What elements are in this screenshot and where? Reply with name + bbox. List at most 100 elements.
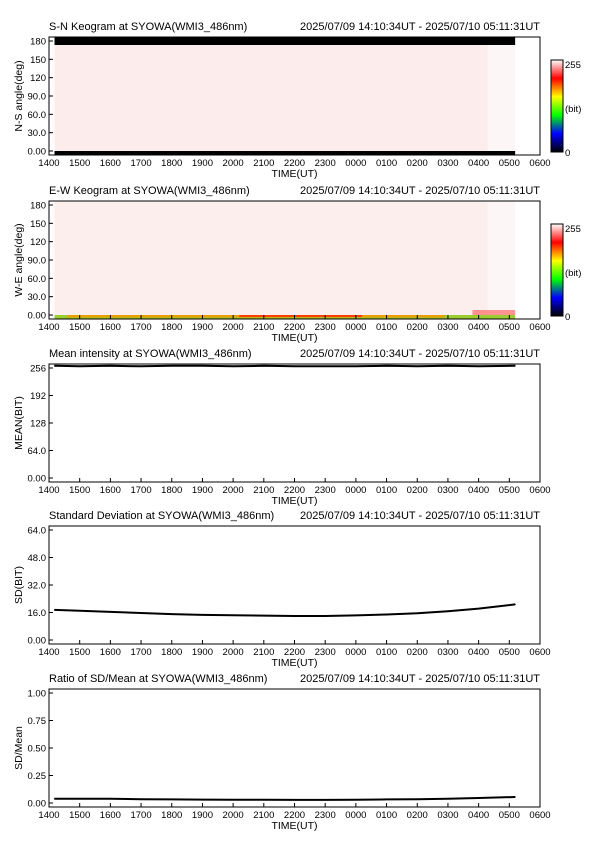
x-tick-label: 1900: [192, 158, 213, 169]
data-point: [53, 609, 56, 611]
data-point: [514, 603, 516, 605]
colorbar: [550, 223, 564, 317]
data-point: [232, 365, 234, 367]
data-point: [171, 365, 173, 367]
panel-title: S-N Keogram at SYOWA(WMI3_486nm): [49, 21, 247, 33]
time-range-label: 2025/07/09 14:10:34UT - 2025/07/10 05:11…: [300, 510, 540, 522]
y-tick-label: 0.00: [28, 311, 47, 322]
x-tick-label: 0300: [437, 322, 458, 333]
x-tick-label: 1900: [192, 810, 213, 821]
x-tick-label: 1400: [38, 485, 59, 496]
x-tick-label: 1500: [69, 322, 90, 333]
data-point: [79, 798, 81, 800]
x-tick-label: 0200: [407, 485, 428, 496]
x-tick-label: 2200: [284, 810, 305, 821]
panel-sd: Standard Deviation at SYOWA(WMI3_486nm) 2…: [13, 510, 551, 669]
data-point: [478, 608, 480, 610]
time-range-label: 2025/07/09 14:10:34UT - 2025/07/10 05:11…: [300, 185, 540, 197]
y-tick-label: 1.00: [28, 689, 47, 700]
panel-ew: E-W Keogram at SYOWA(WMI3_486nm) 2025/07/…: [13, 185, 581, 344]
x-tick-label: 1700: [130, 647, 151, 658]
data-point: [232, 799, 234, 801]
keogram-image: [54, 201, 488, 319]
y-tick-label: 60.0: [28, 110, 47, 121]
y-tick-label: 64.0: [28, 526, 47, 537]
data-point: [385, 365, 388, 367]
x-tick-label: 0100: [376, 647, 397, 658]
x-tick-label: 1600: [100, 647, 121, 658]
x-tick-label: 0600: [529, 158, 550, 169]
data-point: [293, 365, 296, 367]
x-tick-label: 1900: [192, 485, 213, 496]
colorbar-min-label: 0: [565, 312, 570, 323]
colorbar-max-label: 255: [565, 224, 581, 235]
x-tick-label: 2300: [315, 158, 336, 169]
data-point: [355, 365, 357, 367]
data-point: [201, 614, 204, 616]
y-tick-label: 30.0: [28, 128, 47, 139]
data-point: [140, 365, 142, 367]
data-point: [171, 613, 173, 615]
x-tick-label: 0100: [376, 485, 397, 496]
data-point: [79, 610, 81, 612]
keogram-edge-band-bottom: [54, 151, 516, 155]
colorbar: [550, 59, 564, 153]
time-range-label: 2025/07/09 14:10:34UT - 2025/07/10 05:11…: [300, 348, 540, 360]
y-axis-label: SD/Mean: [13, 726, 25, 770]
y-axis-label: W-E angle(deg): [13, 223, 25, 296]
x-tick-label: 0500: [499, 485, 520, 496]
x-tick-label: 0100: [376, 322, 397, 333]
x-tick-label: 1400: [38, 810, 59, 821]
panel-title: Ratio of SD/Mean at SYOWA(WMI3_486nm): [49, 673, 267, 685]
x-tick-label: 0200: [407, 322, 428, 333]
x-tick-label: 2000: [223, 647, 244, 658]
x-tick-label: 0100: [376, 810, 397, 821]
y-tick-label: 90.0: [28, 92, 47, 103]
y-axis-label: N-S angle(deg): [13, 60, 25, 131]
x-tick-label: 0600: [529, 485, 550, 496]
data-point: [293, 799, 296, 801]
series-line: [54, 364, 516, 368]
x-tick-label: 1800: [161, 322, 182, 333]
y-tick-label: 180: [30, 37, 46, 48]
data-point: [79, 365, 81, 367]
x-tick-label: 2100: [253, 810, 274, 821]
y-tick-label: 30.0: [28, 292, 47, 303]
y-axis-label: SD(BIT): [13, 566, 25, 604]
x-tick-label: 0500: [499, 158, 520, 169]
data-point: [53, 798, 56, 800]
x-tick-label: 2300: [315, 322, 336, 333]
x-axis-label: TIME(UT): [271, 495, 317, 507]
x-tick-label: 1700: [130, 322, 151, 333]
y-tick-label: 60.0: [28, 274, 47, 285]
y-tick-label: 256: [30, 364, 46, 375]
x-tick-label: 2000: [223, 810, 244, 821]
plot-frame: [48, 525, 541, 645]
x-tick-label: 1800: [161, 158, 182, 169]
x-tick-label: 1800: [161, 647, 182, 658]
x-axis-label: TIME(UT): [271, 332, 317, 344]
y-tick-label: 180: [30, 201, 46, 212]
y-tick-label: 120: [30, 73, 46, 84]
x-tick-label: 0400: [468, 322, 489, 333]
data-point: [478, 365, 480, 367]
x-axis-label: TIME(UT): [271, 168, 317, 180]
y-tick-label: 0.50: [28, 744, 47, 755]
x-tick-label: 1800: [161, 485, 182, 496]
x-axis-label: TIME(UT): [271, 820, 317, 832]
x-tick-label: 2200: [284, 485, 305, 496]
data-point: [109, 611, 111, 613]
x-tick-label: 0200: [407, 810, 428, 821]
x-tick-label: 1500: [69, 485, 90, 496]
x-tick-label: 0500: [499, 810, 520, 821]
keogram-edge-band-top: [54, 37, 516, 45]
x-tick-label: 0000: [345, 158, 366, 169]
y-tick-label: 150: [30, 219, 46, 230]
x-tick-label: 2100: [253, 485, 274, 496]
time-range-label: 2025/07/09 14:10:34UT - 2025/07/10 05:11…: [300, 673, 540, 685]
x-tick-label: 1700: [130, 158, 151, 169]
x-tick-label: 2300: [315, 485, 336, 496]
x-tick-label: 2100: [253, 322, 274, 333]
x-tick-label: 2000: [223, 158, 244, 169]
data-point: [324, 799, 326, 801]
